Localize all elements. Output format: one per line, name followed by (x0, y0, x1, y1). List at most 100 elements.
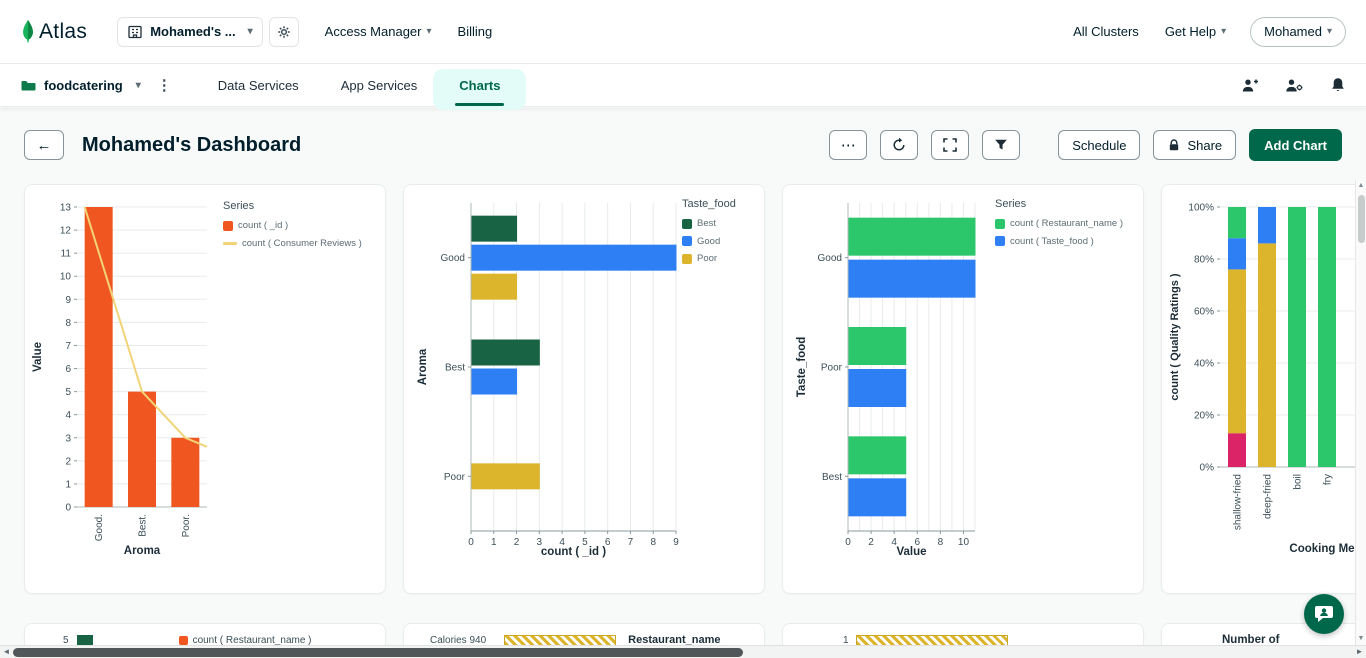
org-settings-button[interactable] (268, 16, 299, 47)
svg-text:8: 8 (938, 537, 944, 548)
refresh-button[interactable] (880, 130, 919, 160)
chat-person-icon (1315, 606, 1333, 622)
scroll-left-arrow[interactable]: ◄ (2, 647, 11, 656)
topnav-right: All Clusters Get Help ▾ Mohamed ▾ (1047, 16, 1346, 47)
organization-icon (128, 25, 142, 38)
vertical-scroll-thumb[interactable] (1358, 195, 1365, 243)
svg-text:6: 6 (65, 364, 71, 375)
svg-text:2: 2 (65, 456, 71, 467)
svg-text:5: 5 (582, 537, 588, 548)
support-chat-button[interactable] (1304, 594, 1344, 634)
svg-text:fry: fry (1323, 474, 1334, 485)
svg-text:7: 7 (628, 537, 634, 548)
get-help-label: Get Help (1164, 24, 1217, 39)
org-selector[interactable]: Mohamed's ... ▾ (117, 16, 263, 47)
svg-text:shallow-fried: shallow-fried (1233, 474, 1244, 530)
scroll-right-arrow[interactable]: ► (1355, 647, 1364, 656)
chart-card-cooking-quality[interactable]: 0% 20% 40% 60% 80% 100% shallow-fried deep-frie… (1161, 184, 1366, 594)
chart-legend: Series count ( Restaurant_name ) count ( T… (995, 198, 1124, 247)
billing-link[interactable]: Billing (457, 24, 493, 39)
axis-category-label: Calories 940 (430, 634, 487, 646)
schedule-label: Schedule (1072, 137, 1127, 153)
project-tabs: Data Services App Services Charts (218, 64, 527, 110)
project-name: foodcatering (44, 77, 123, 93)
svg-text:Value: Value (896, 546, 926, 558)
svg-text:4: 4 (891, 537, 897, 548)
svg-text:9: 9 (65, 295, 71, 306)
project-navbar: foodcatering ▾ ⋮ Data Services App Servi… (0, 64, 1366, 110)
bar-fragment (504, 634, 617, 646)
svg-text:Good: Good (818, 253, 842, 264)
all-clusters-link[interactable]: All Clusters (1073, 24, 1139, 39)
horizontal-scroll-thumb[interactable] (13, 648, 743, 657)
svg-text:5: 5 (65, 387, 71, 398)
svg-text:40%: 40% (1194, 359, 1214, 370)
chart-card-taste-value[interactable]: 0 2 4 6 8 10 Value Taste_food Good Poor Best Series… (782, 184, 1144, 594)
ellipsis-icon: ⋯ (840, 137, 856, 154)
filter-button[interactable] (982, 130, 1021, 160)
chart-card-aroma-taste[interactable]: 0 1 2 3 4 5 6 7 8 9 count ( _id ) Aroma Good Best Poor… (403, 184, 765, 594)
share-button[interactable]: Share (1153, 130, 1237, 160)
scroll-down-arrow[interactable]: ▼ (1357, 635, 1365, 642)
axis-tick-label: 5 (63, 634, 69, 646)
svg-text:6: 6 (914, 537, 920, 548)
user-menu[interactable]: Mohamed ▾ (1250, 16, 1346, 47)
invite-user-button[interactable] (1241, 77, 1259, 94)
project-selector[interactable]: foodcatering ▾ (20, 77, 141, 93)
scroll-up-arrow[interactable]: ▲ (1357, 182, 1365, 189)
svg-text:Value: Value (32, 342, 44, 372)
project-nav-icons (1241, 77, 1346, 94)
svg-text:3: 3 (65, 433, 71, 444)
bar-fragment (76, 634, 93, 646)
project-options-kebab-icon[interactable]: ⋮ (156, 77, 172, 94)
chart-legend: Taste_food Best Good Poor (682, 198, 736, 264)
svg-text:4: 4 (559, 537, 565, 548)
arrow-left-icon: ← (36, 136, 52, 154)
user-plus-icon (1242, 79, 1258, 91)
legend-swatch (178, 635, 188, 645)
page-title: Mohamed's Dashboard (82, 133, 302, 156)
svg-text:2: 2 (514, 537, 520, 548)
user-gear-icon (1286, 79, 1303, 91)
more-options-button[interactable]: ⋯ (829, 130, 868, 160)
tab-charts[interactable]: Charts (433, 64, 527, 110)
chart-card-combo-aroma[interactable]: 0 1 2 3 4 5 6 7 8 9 10 11 12 13 Good. Best. Poor. Aroma Va… (24, 184, 386, 594)
svg-text:9: 9 (673, 537, 679, 548)
fullscreen-button[interactable] (931, 130, 970, 160)
horizontal-scrollbar[interactable]: ◄ ► (0, 645, 1366, 658)
chevron-down-icon: ▾ (135, 79, 141, 91)
chevron-down-icon: ▾ (1221, 26, 1227, 37)
brand-name: Atlas (39, 19, 88, 43)
project-access-button[interactable] (1285, 77, 1304, 94)
svg-text:boil: boil (1293, 474, 1304, 490)
chart-canvas: 0% 20% 40% 60% 80% 100% shallow-fried deep-frie… (1169, 203, 1366, 555)
svg-text:Best: Best (445, 363, 465, 374)
axis-tick-label: 1 (843, 634, 849, 646)
schedule-button[interactable]: Schedule (1058, 130, 1141, 160)
svg-text:Good: Good (441, 253, 465, 264)
access-manager-menu[interactable]: Access Manager ▾ (325, 24, 432, 39)
chart-canvas: 0 1 2 3 4 5 6 7 8 9 count ( _id ) Aroma Good Best Poor (417, 203, 679, 558)
tab-app-services[interactable]: App Services (341, 64, 418, 106)
notifications-button[interactable] (1330, 77, 1346, 93)
svg-text:1: 1 (65, 479, 71, 490)
chart-legend: count ( Restaurant_name ) (178, 635, 312, 646)
back-button[interactable]: ← (24, 130, 64, 160)
svg-text:0%: 0% (1200, 463, 1215, 474)
vertical-scrollbar[interactable]: ▲ ▼ (1355, 180, 1366, 645)
svg-text:12: 12 (60, 226, 72, 237)
svg-text:Cooking Me: Cooking Me (1289, 543, 1354, 555)
get-help-menu[interactable]: Get Help ▾ (1165, 24, 1226, 39)
svg-text:1: 1 (491, 537, 497, 548)
svg-text:100%: 100% (1188, 203, 1214, 214)
add-chart-button[interactable]: Add Chart (1249, 129, 1342, 161)
svg-text:Poor: Poor (821, 363, 843, 374)
svg-text:count ( Quality Ratings ): count ( Quality Ratings ) (1169, 273, 1181, 400)
svg-text:Poor.: Poor. (181, 514, 192, 537)
charts-row-1: 0 1 2 3 4 5 6 7 8 9 10 11 12 13 Good. Best. Poor. Aroma Va… (0, 184, 1366, 594)
tab-data-services[interactable]: Data Services (218, 64, 299, 106)
atlas-logo[interactable]: Atlas (20, 19, 88, 44)
svg-text:20%: 20% (1194, 411, 1214, 422)
chart-canvas: 0 2 4 6 8 10 Value Taste_food Good Poor Best (796, 203, 976, 558)
share-label: Share (1187, 137, 1223, 153)
